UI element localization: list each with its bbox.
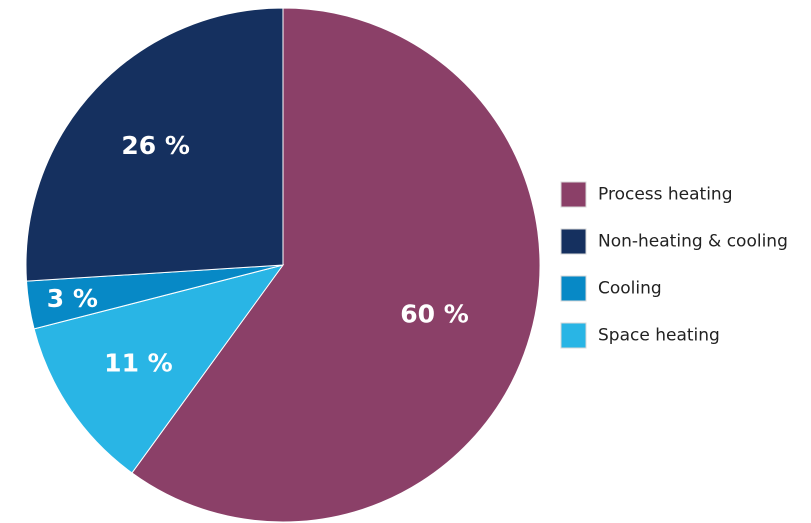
legend-label-cooling: Cooling [598,279,662,299]
pie-slices [25,7,541,523]
slice-label-process-heating: 60 % [400,300,469,329]
slice-label-cooling: 3 % [47,284,98,313]
legend-swatch-cooling [560,275,587,302]
legend-swatch-space-heating [560,322,587,349]
slice-label-non-heating-and-cooling: 26 % [121,131,190,160]
slice-label-space-heating: 11 % [104,349,173,378]
legend-label-non-heating-and-cooling: Non-heating & cooling [598,232,788,252]
legend-swatch-process-heating [560,181,587,208]
pie-slice-process-heating [131,7,541,523]
legend: Process heating Non-heating & cooling Cool… [560,181,788,349]
legend-label-process-heating: Process heating [598,185,733,205]
pie-slice-space-heating [33,264,285,474]
pie-labels: 60 % 11 % 3 % 26 % [47,131,469,378]
legend-label-space-heating: Space heating [598,326,720,346]
pie-slice-non-heating-and-cooling [25,7,284,282]
legend-swatch-non-heating-and-cooling [560,228,587,255]
